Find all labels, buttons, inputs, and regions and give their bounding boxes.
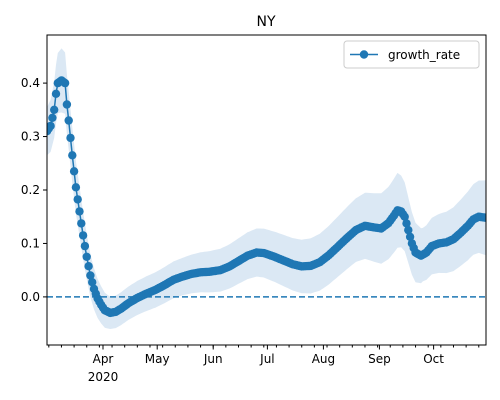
data-point: [66, 133, 75, 143]
y-tick-label: 0.0: [21, 290, 40, 304]
data-point: [84, 262, 93, 271]
data-point: [78, 231, 88, 240]
data-point: [82, 252, 91, 261]
x-tick-label: Jun: [203, 352, 223, 366]
data-point: [50, 105, 59, 115]
data-point: [71, 183, 81, 192]
x-axis: Apr 2020 May Jun Jul Aug Sep Oct: [48, 345, 480, 384]
y-tick-label: 0.4: [21, 76, 40, 90]
x-tick-year-label: 2020: [88, 370, 119, 384]
legend-marker-swatch: [359, 50, 369, 59]
data-point: [69, 167, 79, 176]
data-point: [88, 278, 97, 287]
y-tick-label: 0.2: [21, 183, 40, 197]
legend-label: growth_rate: [388, 48, 460, 62]
x-tick-label: Oct: [423, 352, 444, 366]
data-point: [75, 207, 84, 216]
plot-area: [46, 34, 487, 346]
data-point: [481, 213, 486, 222]
x-tick-label: Aug: [312, 352, 335, 366]
confidence-band: [47, 48, 486, 330]
data-point: [51, 89, 61, 99]
data-point: [73, 195, 82, 204]
data-point: [62, 100, 72, 109]
y-axis: 0.0 0.1 0.2 0.3 0.4: [21, 76, 47, 304]
x-tick-label: Sep: [368, 352, 391, 366]
x-tick-label: Jul: [259, 352, 274, 366]
data-point: [64, 116, 73, 125]
legend: growth_rate: [343, 40, 480, 69]
legend-box: [343, 40, 480, 69]
data-point: [77, 219, 86, 228]
data-point: [47, 121, 55, 131]
y-tick-label: 0.3: [21, 130, 40, 144]
x-tick-label: May: [145, 352, 170, 366]
data-point: [60, 78, 70, 88]
y-tick-label: 0.1: [21, 236, 40, 250]
data-point: [86, 271, 95, 280]
data-point: [404, 225, 413, 235]
data-point: [48, 113, 57, 123]
data-point: [402, 219, 411, 228]
chart-title: NY: [256, 14, 275, 30]
data-point: [80, 241, 90, 251]
data-point: [405, 232, 415, 241]
series-markers: [47, 76, 486, 318]
data-point: [400, 212, 409, 221]
x-tick-label: Apr: [93, 352, 114, 366]
data-point: [68, 151, 77, 160]
